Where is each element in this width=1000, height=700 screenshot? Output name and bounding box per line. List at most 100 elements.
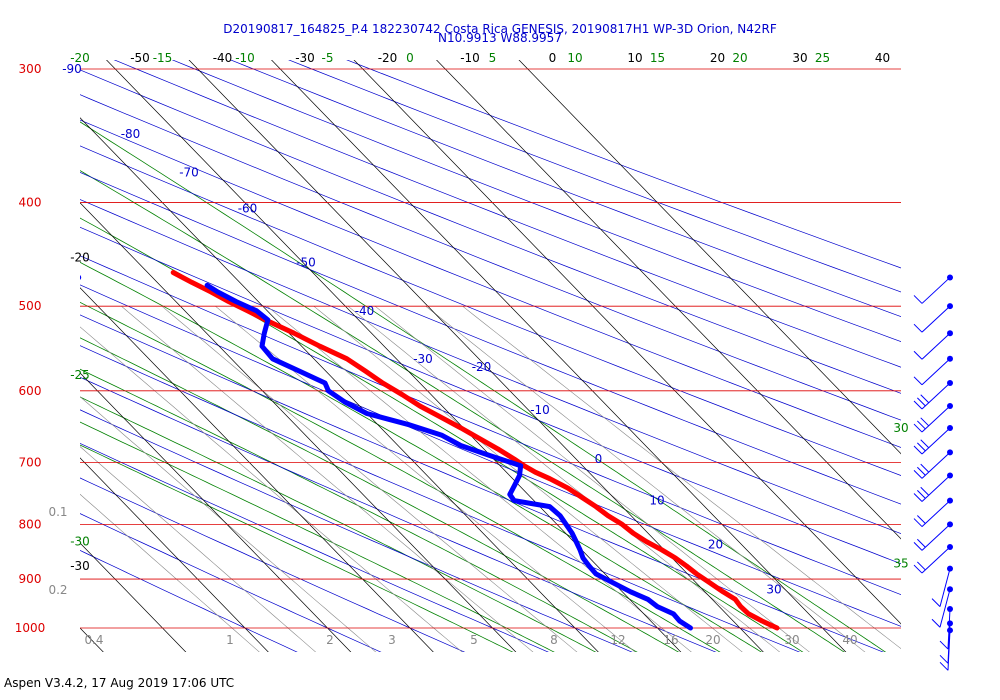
dry-adiabat-line <box>80 255 901 596</box>
temperature-tick-label: 30 <box>792 51 807 65</box>
moist-adiabat-line <box>80 261 762 652</box>
dry-adiabat-label: -20 <box>472 360 492 374</box>
moist-adiabat-label: -20 <box>70 51 90 65</box>
wind-barb-staff <box>939 568 951 607</box>
mixing-ratio-label: 20 <box>705 633 720 647</box>
wind-barb-staff <box>921 475 951 502</box>
pressure-label: 800 <box>19 517 42 531</box>
temperature-tick-label: -50 <box>130 51 150 65</box>
dry-adiabat-line <box>80 477 466 652</box>
wind-barb-staff <box>921 451 951 479</box>
isotherm-line <box>353 60 901 625</box>
chart-subtitle: N10.9913 W88.9957 <box>438 31 562 45</box>
temperature-tick-label: 10 <box>627 51 642 65</box>
moist-adiabat-line <box>80 170 845 652</box>
wind-barb-flag <box>913 518 923 527</box>
wind-barb-flag <box>917 515 926 524</box>
mixing-ratio-label: 3 <box>388 633 396 647</box>
wind-barb-flag <box>917 490 926 499</box>
wind-barb-flag <box>917 538 926 548</box>
isotherm-line <box>80 287 434 652</box>
wind-barb-flag <box>913 564 923 574</box>
temperature-tick-label: -40 <box>213 51 233 65</box>
wind-barb-flag <box>931 598 941 608</box>
isotherm-line <box>436 60 901 540</box>
wind-barb-flag <box>920 417 930 427</box>
mixing-ratio-line <box>121 305 534 652</box>
dewpoint-profile <box>204 282 693 631</box>
moist-adiabat-line <box>80 421 555 652</box>
chart-title: D20190817_164825_P.4 182230742 Costa Ric… <box>223 22 777 36</box>
isotherm-line <box>80 372 352 652</box>
mixing-ratio-line <box>80 493 260 652</box>
dry-adiabat-line <box>80 94 901 421</box>
temperature-profile <box>170 270 780 631</box>
pressure-label: 500 <box>19 299 42 313</box>
dry-adiabat-label: -10 <box>530 403 550 417</box>
mixing-ratio-line <box>80 396 377 652</box>
wind-barb-staff <box>921 358 951 386</box>
dry-adiabat-line <box>80 513 382 652</box>
moist-adiabat-label: 10 <box>567 51 582 65</box>
wind-barb-flag <box>913 350 923 360</box>
pressure-label: 300 <box>19 62 42 76</box>
wind-barb-staff <box>921 305 951 333</box>
mixing-ratio-line <box>215 305 636 652</box>
pressure-label: 400 <box>19 196 42 210</box>
isobars <box>80 68 901 629</box>
dry-adiabat-line <box>113 60 901 368</box>
dry-adiabat-line <box>80 550 298 652</box>
temperature-tick-label: 20 <box>710 51 725 65</box>
wind-barb-flag <box>917 397 926 407</box>
dewpoint-point <box>80 275 82 280</box>
moist-adiabat-line <box>80 368 638 652</box>
dry-adiabat-line <box>80 69 901 394</box>
dry-adiabat-label: 10 <box>649 494 664 508</box>
mixing-ratio-line <box>267 305 692 652</box>
moist-adiabat-line <box>80 396 597 652</box>
mixing-ratio-line <box>374 305 810 652</box>
wind-barb-staff <box>921 405 951 433</box>
isotherm-side-label: -30 <box>70 559 90 573</box>
moist-adiabat-label: 15 <box>650 51 665 65</box>
wind-barb-staff <box>921 500 951 527</box>
moist-adiabat-label: -5 <box>322 51 334 65</box>
moist-adiabat-side-label: 35 <box>893 556 908 570</box>
wind-barb-flag <box>920 486 930 496</box>
isotherm-line <box>271 60 847 652</box>
mixing-ratio-label: 30 <box>784 633 799 647</box>
dry-adiabat-line <box>80 376 717 652</box>
mixing-ratio-label: 16 <box>663 633 678 647</box>
moist-adiabat-line <box>80 121 887 652</box>
wind-barb-staff <box>921 524 951 551</box>
isotherms <box>80 60 901 652</box>
wind-barb-flag <box>913 423 923 433</box>
wind-barb-flag <box>920 439 930 449</box>
dry-adiabat-line <box>346 60 901 269</box>
wind-barb-flag <box>931 618 941 628</box>
dry-adiabat-label: 30 <box>766 582 781 596</box>
isotherm-line <box>80 457 269 652</box>
wind-barb-staff <box>939 589 951 628</box>
wind-barb-flag <box>917 420 926 430</box>
wind-barbs <box>913 274 953 671</box>
dry-adiabat-label: 20 <box>708 537 723 551</box>
mixing-ratio-label: 0.1 <box>48 505 67 519</box>
wind-barb-flag <box>913 445 923 455</box>
dry-adiabat-label: -50 <box>296 255 316 269</box>
wind-barb-flag <box>920 463 930 473</box>
temperature-tick-label: -30 <box>295 51 315 65</box>
dry-adiabat-line <box>80 145 901 476</box>
moist-adiabat-label: 0 <box>406 51 414 65</box>
dry-adiabat-line <box>288 60 901 293</box>
wind-barb-flag <box>917 442 926 452</box>
mixing-ratio-label: 8 <box>550 633 558 647</box>
moist-adiabat-label: -15 <box>153 51 173 65</box>
isotherm-line <box>106 60 682 652</box>
mixing-ratio-line <box>313 305 743 652</box>
wind-barb-staff <box>947 630 951 671</box>
wind-barb-flag <box>917 561 926 571</box>
mixing-ratio-line <box>80 446 317 652</box>
wind-barb-flag <box>913 469 923 479</box>
